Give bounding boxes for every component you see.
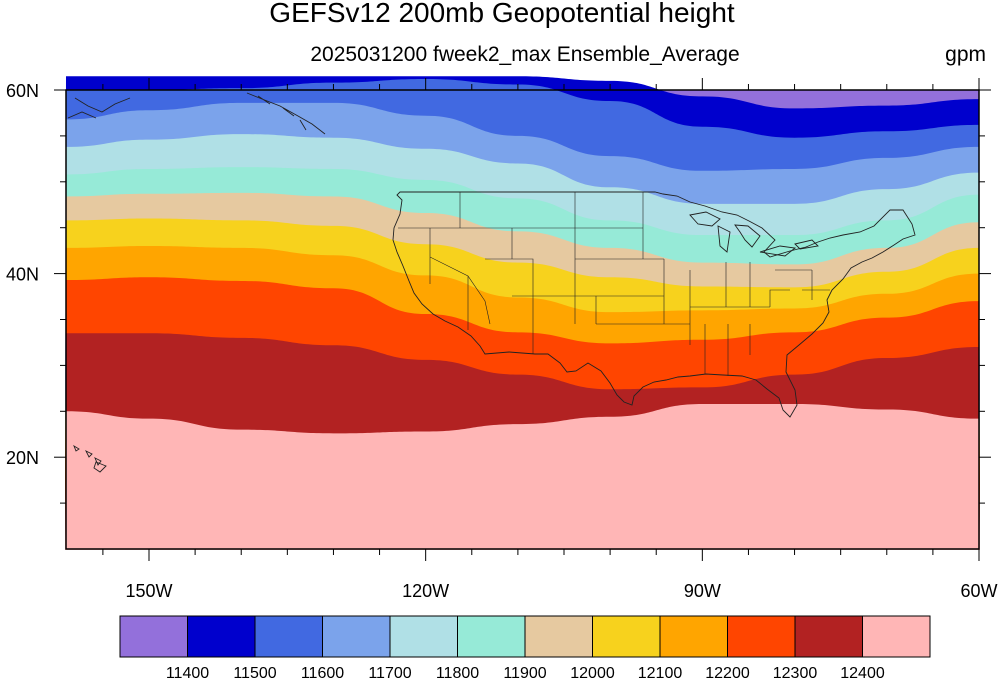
canada-coastline xyxy=(67,92,326,135)
colorbar-swatch xyxy=(119,615,188,658)
colorbar-swatch xyxy=(187,615,256,658)
lat-tick-label: 60N xyxy=(6,81,39,101)
us-coastline-outline xyxy=(392,191,916,418)
colorbar-swatch xyxy=(524,615,593,658)
colorbar-swatch xyxy=(254,615,323,658)
hawaii-islands xyxy=(73,444,107,473)
chart-subtitle: 2025031200 fweek2_max Ensemble_Average xyxy=(310,43,740,66)
colorbar-level-label: 12200 xyxy=(705,665,750,682)
great-lakes-outline xyxy=(689,211,819,257)
colorbar-swatch xyxy=(457,615,526,658)
colorbar-level-label: 11400 xyxy=(165,665,210,682)
colorbar-level-label: 12300 xyxy=(772,665,818,682)
colorbar-level-label: 12000 xyxy=(570,665,615,682)
colorbar-swatch xyxy=(322,615,391,658)
coastline-layer xyxy=(67,92,916,473)
colorbar-level-label: 11700 xyxy=(368,665,412,682)
colorbar-swatch xyxy=(862,615,931,658)
colorbar-level-label: 11800 xyxy=(435,665,480,682)
colorbar-level-label: 11900 xyxy=(503,665,547,682)
lon-tick-label: 120W xyxy=(402,581,449,601)
colorbar-swatch xyxy=(794,615,863,658)
colorbar-level-label: 11600 xyxy=(300,665,345,682)
axis-tick-labels: 150W 120W 90W 60W 60N 40N 20N xyxy=(6,81,998,601)
colorbar-level-label: 12400 xyxy=(840,665,885,682)
colorbar-swatch xyxy=(592,615,661,658)
colorbar-swatch xyxy=(727,615,796,658)
band-12400-plus xyxy=(65,462,980,550)
colorbar-swatch xyxy=(659,615,728,658)
axis-ticks xyxy=(54,78,991,561)
lon-tick-label: 90W xyxy=(684,581,721,601)
colorbar-boxes xyxy=(119,615,931,658)
units-label: gpm xyxy=(945,43,986,66)
colorbar-swatch xyxy=(389,615,458,658)
lon-tick-label: 60W xyxy=(960,581,997,601)
state-boundaries xyxy=(398,192,830,376)
chart-title: GEFSv12 200mb Geopotential height xyxy=(269,0,735,28)
lon-tick-label: 150W xyxy=(125,581,172,601)
lat-tick-label: 20N xyxy=(6,448,39,468)
contour-fill-layer xyxy=(65,76,980,551)
lat-tick-label: 40N xyxy=(6,265,39,285)
colorbar-level-label: 11500 xyxy=(233,665,277,682)
colorbar-level-label: 12100 xyxy=(637,665,683,682)
